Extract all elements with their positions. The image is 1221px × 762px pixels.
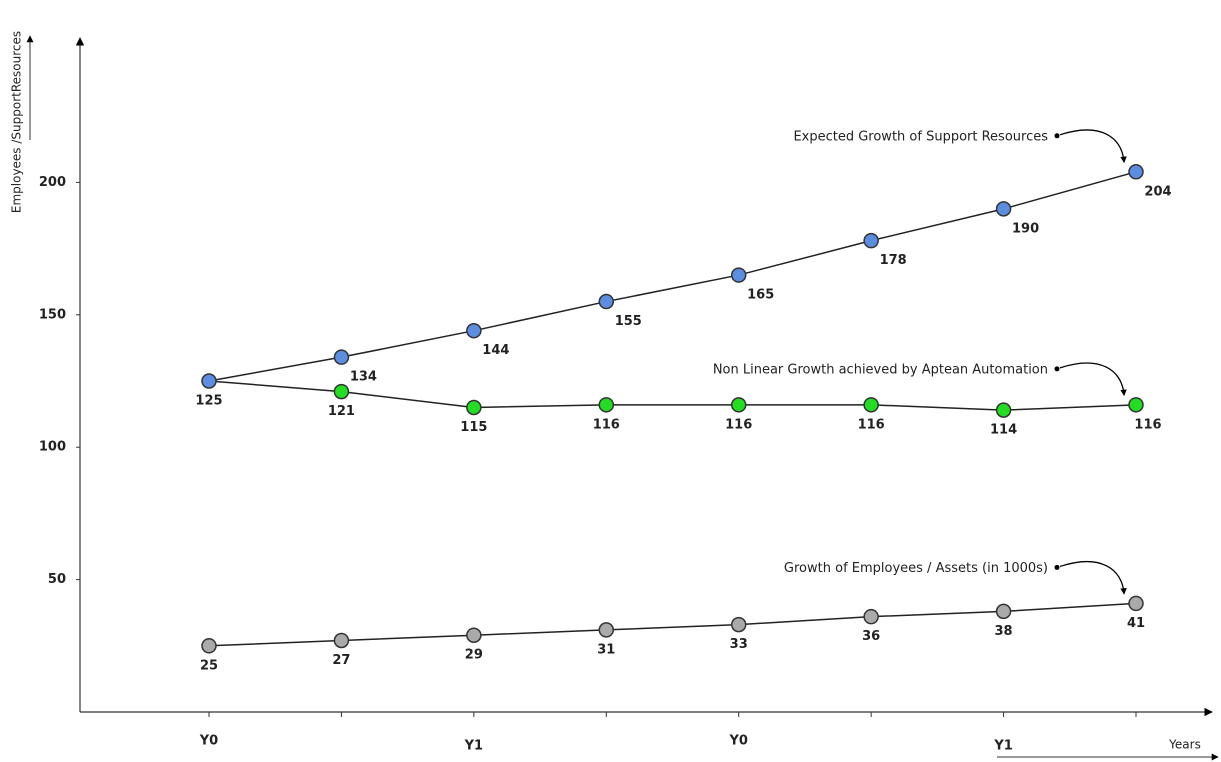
- data-label: 31: [597, 642, 615, 657]
- series-line: [208, 380, 1137, 411]
- y-axis-title: Employees /SupportResources: [10, 31, 24, 213]
- annotation-arrow: [1059, 129, 1127, 164]
- y-tick-label: 150: [39, 307, 66, 322]
- data-point: [333, 349, 350, 365]
- data-label: 190: [1012, 221, 1039, 236]
- data-label: 29: [465, 648, 483, 663]
- data-label: 116: [858, 417, 885, 432]
- data-point: [863, 397, 879, 413]
- annotation: Expected Growth of Support Resources: [793, 129, 1048, 144]
- data-point: [598, 293, 615, 310]
- data-point: [201, 373, 217, 389]
- data-point: [466, 399, 482, 416]
- data-label: 33: [730, 637, 748, 652]
- data-point: [598, 622, 615, 638]
- annotation-dot: [1054, 564, 1060, 570]
- data-point: [333, 632, 350, 649]
- data-point: [730, 267, 747, 283]
- data-point: [995, 402, 1012, 418]
- data-label: 165: [747, 288, 774, 303]
- data-point: [995, 201, 1012, 217]
- data-point: [1128, 595, 1144, 612]
- annotation: Growth of Employees / Assets (in 1000s): [784, 561, 1048, 576]
- x-tick-label: Y0: [199, 734, 218, 749]
- data-label: 38: [995, 624, 1013, 639]
- y-tick-label: 200: [39, 175, 66, 190]
- x-tick-label: Y1: [464, 739, 483, 754]
- annotation-dot: [1054, 133, 1060, 139]
- annotation-arrow: [1059, 362, 1127, 397]
- data-point: [466, 322, 482, 339]
- data-label: 178: [880, 253, 907, 268]
- annotation-arrow: [1059, 561, 1127, 595]
- data-point: [201, 638, 217, 654]
- data-label: 114: [990, 423, 1017, 438]
- data-point: [863, 608, 879, 625]
- data-label: 115: [460, 420, 487, 435]
- series-line: [208, 602, 1137, 647]
- data-point: [730, 397, 747, 413]
- data-label: 116: [725, 417, 752, 432]
- data-point: [333, 383, 350, 400]
- data-label: 204: [1144, 184, 1171, 199]
- data-point: [466, 627, 482, 643]
- data-label: 116: [1134, 417, 1161, 432]
- data-label: 121: [328, 404, 355, 419]
- y-tick-label: 50: [48, 572, 66, 587]
- data-label: 27: [332, 653, 350, 668]
- data-point: [598, 397, 615, 413]
- series-line: [208, 171, 1137, 382]
- annotation-dot: [1054, 366, 1060, 372]
- x-tick-label: Y1: [993, 739, 1012, 754]
- data-label: 36: [862, 629, 880, 644]
- x-tick-label: Y0: [728, 734, 747, 749]
- data-label: 41: [1127, 616, 1145, 631]
- data-point: [1128, 164, 1144, 180]
- annotation: Non Linear Growth achieved by Aptean Aut…: [713, 362, 1048, 377]
- data-label: 144: [482, 343, 509, 358]
- data-label: 155: [615, 314, 642, 329]
- data-label: 125: [195, 394, 222, 409]
- data-point: [730, 616, 747, 633]
- y-tick-label: 100: [39, 440, 66, 455]
- data-point: [863, 232, 879, 249]
- data-label: 25: [200, 658, 218, 673]
- x-axis-title: Years: [1168, 738, 1201, 752]
- data-point: [995, 603, 1012, 620]
- data-label: 116: [593, 417, 620, 432]
- data-point: [1128, 397, 1144, 413]
- data-label: 134: [350, 370, 377, 385]
